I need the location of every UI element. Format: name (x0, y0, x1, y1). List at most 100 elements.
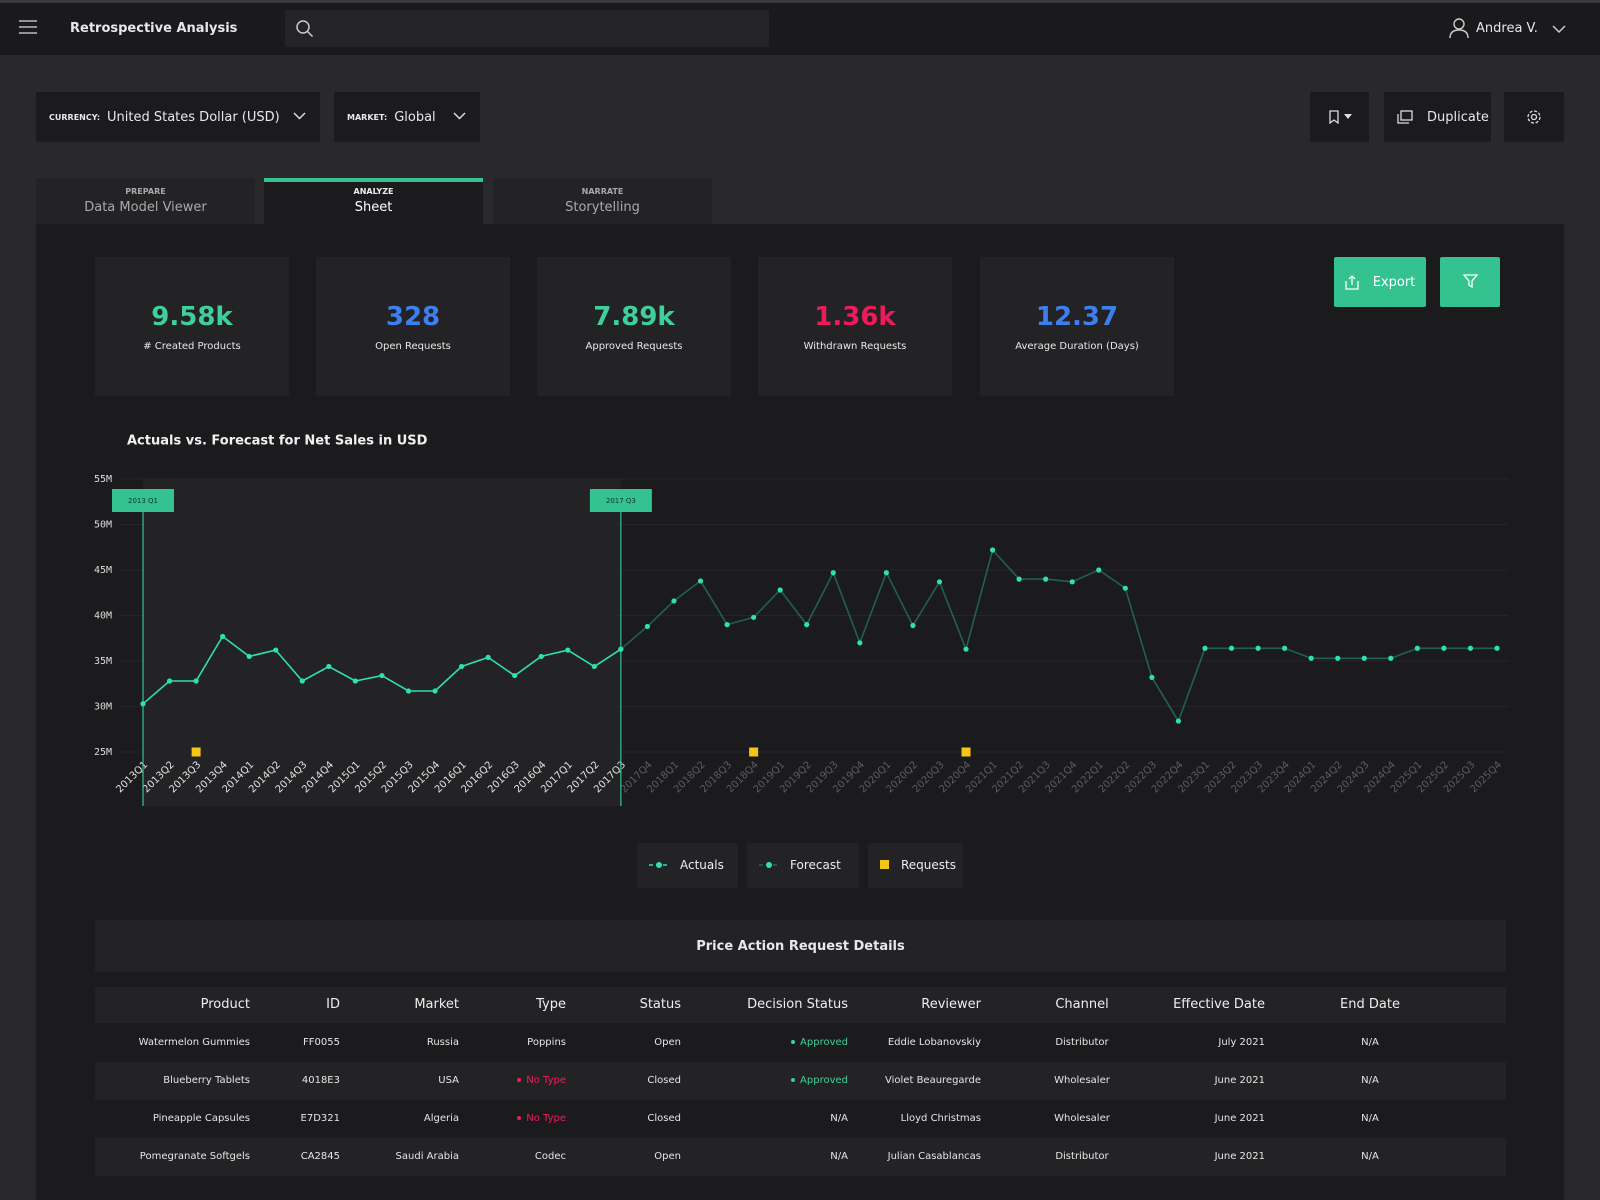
kpi-value: 7.89k (593, 302, 675, 332)
column-header: Product (200, 997, 250, 1012)
column-header: ID (326, 997, 340, 1012)
table-cell: Wholesaler (1054, 1113, 1110, 1124)
data-point (352, 678, 358, 684)
column-header: Effective Date (1173, 997, 1265, 1012)
market-select[interactable]: MARKET: Global (334, 92, 480, 142)
chevron[interactable] (1552, 25, 1566, 34)
data-point (273, 647, 279, 653)
table-cell: Closed (647, 1075, 681, 1086)
y-tick-label: 45M (94, 565, 112, 576)
column-header: Decision Status (747, 997, 848, 1012)
table-cell: Closed (647, 1113, 681, 1124)
data-point (1494, 645, 1500, 651)
table-cell: No Type (396, 1113, 566, 1124)
legend-item[interactable] (747, 843, 859, 888)
table-cell: Pineapple Capsules (152, 1113, 250, 1124)
data-point (246, 653, 252, 660)
table-cell: N/A (1361, 1151, 1379, 1162)
table-cell: N/A (830, 1151, 848, 1162)
column-header: End Date (1340, 997, 1400, 1012)
data-point (1016, 576, 1022, 582)
bookmark-button[interactable] (1310, 92, 1369, 142)
data-point (220, 633, 226, 640)
data-point (512, 672, 518, 679)
data-point (538, 653, 544, 660)
data-point (830, 570, 836, 576)
data-point (193, 678, 199, 684)
data-point (166, 678, 173, 684)
currency-label: CURRENCY: (49, 112, 101, 122)
table-cell: Violet Beauregarde (885, 1075, 981, 1086)
data-point (804, 622, 810, 628)
tab[interactable] (493, 178, 712, 224)
user-name[interactable]: Andrea V. (1476, 21, 1538, 36)
kpi-label: Open Requests (375, 341, 451, 352)
kpi-value: 9.58k (151, 302, 233, 332)
table-cell: Eddie Lobanovskiy (887, 1037, 981, 1048)
status-dot (517, 1116, 522, 1120)
y-tick-label: 50M (94, 520, 112, 531)
data-point (1149, 674, 1155, 680)
table-cell: Julian Casablancas (887, 1151, 981, 1162)
tab[interactable] (264, 178, 483, 224)
table-cell: Algeria (423, 1113, 459, 1124)
kpi-value: 1.36k (814, 302, 896, 332)
data-point (485, 654, 491, 660)
data-point (1096, 567, 1102, 573)
legend-swatch (759, 862, 779, 868)
kpi-label: Average Duration (Days) (1015, 341, 1139, 352)
table-cell: June 2021 (1214, 1113, 1265, 1124)
tab[interactable] (36, 178, 255, 224)
filter-button[interactable] (1440, 257, 1500, 307)
table-cell: N/A (1361, 1113, 1379, 1124)
data-point (1043, 576, 1049, 582)
data-point (1122, 585, 1128, 591)
search-box[interactable] (285, 10, 769, 47)
annotation-flag (589, 489, 652, 512)
table-cell: Poppins (527, 1037, 566, 1048)
market-label: MARKET: (347, 112, 388, 122)
data-point (1069, 579, 1075, 585)
currency-value: United States Dollar (USD) (107, 109, 280, 125)
table-cell: Distributor (1055, 1037, 1109, 1048)
data-point (1388, 655, 1394, 661)
menu-icon[interactable] (18, 18, 38, 36)
y-tick-label: 55M (94, 474, 112, 485)
export-icon (1345, 274, 1359, 290)
table-cell: Distributor (1055, 1151, 1109, 1162)
y-tick-label: 25M (94, 747, 112, 758)
duplicate-button[interactable]: Duplicate (1384, 92, 1491, 142)
data-point (432, 688, 438, 694)
data-point (1282, 645, 1288, 651)
top-bar: Retrospective Analysis Andrea V. (0, 0, 1600, 55)
user-icon[interactable] (1449, 17, 1469, 39)
column-header: Reviewer (921, 997, 981, 1012)
column-header: Type (536, 997, 566, 1012)
table-cell: Saudi Arabia (395, 1151, 459, 1162)
settings-button[interactable] (1504, 92, 1564, 142)
data-point (1361, 655, 1367, 661)
data-point (697, 578, 704, 584)
data-point (644, 623, 651, 630)
table-cell: Open (654, 1151, 681, 1162)
kpi-card (758, 257, 952, 396)
data-point (989, 547, 996, 553)
data-point (1467, 645, 1474, 651)
data-point (1414, 645, 1420, 651)
legend-item[interactable] (637, 843, 738, 888)
data-point (1202, 645, 1208, 651)
table-cell: N/A (830, 1113, 848, 1124)
kpi-value: 12.37 (1035, 302, 1119, 332)
data-point (751, 614, 757, 620)
data-point (883, 570, 889, 576)
tab-label: Sheet (354, 200, 393, 215)
export-button[interactable]: Export (1334, 257, 1426, 307)
chart: Actuals vs. Forecast for Net Sales in US… (94, 434, 1509, 806)
table-title: Price Action Request Details (696, 938, 905, 954)
data-point (458, 663, 465, 670)
table-cell: FF0055 (303, 1037, 340, 1048)
currency-select[interactable]: CURRENCY: United States Dollar (USD) (36, 92, 320, 142)
table-cell: Watermelon Gummies (138, 1037, 250, 1048)
data-point (724, 622, 730, 628)
table-cell: Lloyd Christmas (900, 1113, 981, 1124)
